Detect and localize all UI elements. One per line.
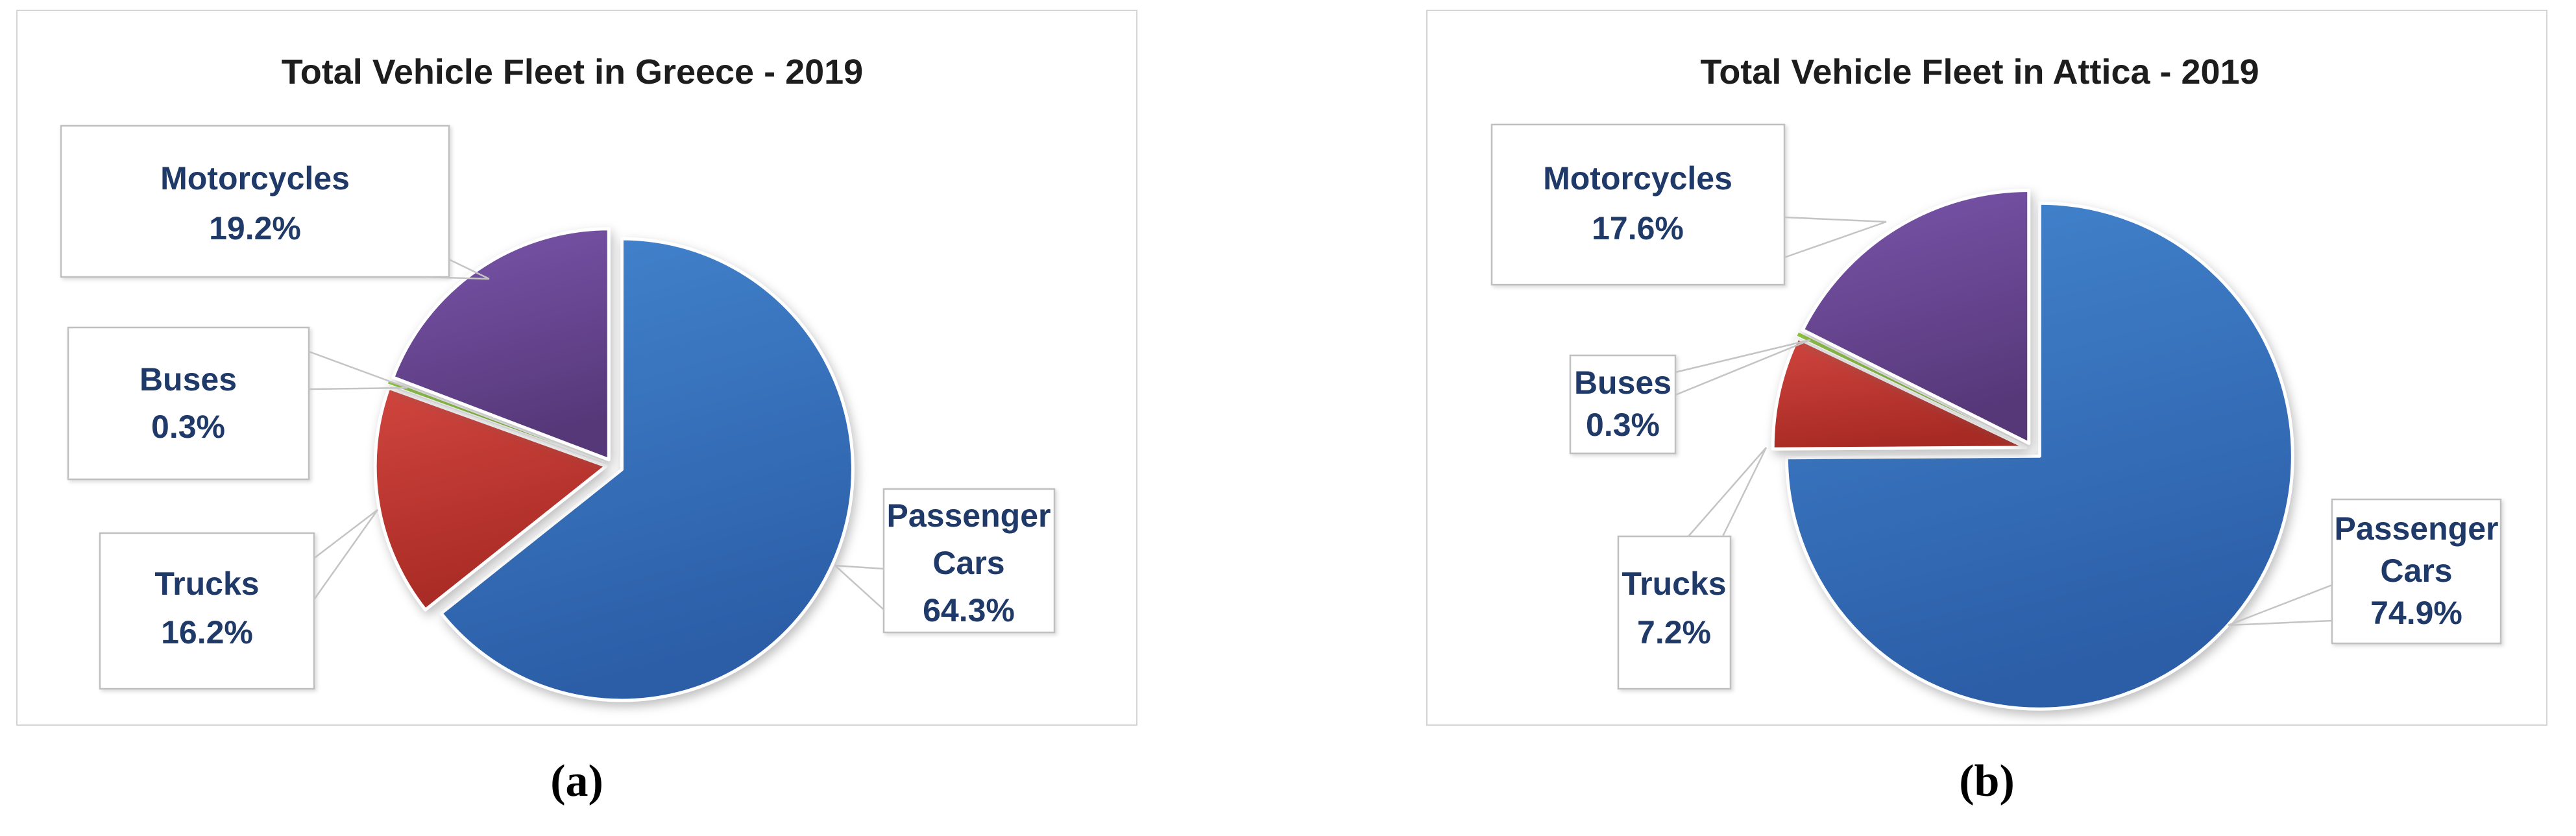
- attica-passenger-cars-callout-box: [2331, 498, 2502, 645]
- leader-line: [1675, 339, 1811, 396]
- leader-line: [314, 509, 378, 558]
- attica-trucks-value: 7.2%: [1637, 614, 1711, 651]
- attica-trucks-callout: Trucks 7.2%: [1617, 447, 1768, 690]
- greece-trucks-callout: Trucks 16.2%: [99, 509, 379, 690]
- leader-line: [2228, 584, 2333, 627]
- attica-passenger-cars-label-line1: Passenger: [2335, 510, 2499, 547]
- attica-trucks-label: Trucks: [1622, 566, 1726, 602]
- leader-line: [1784, 216, 1887, 223]
- attica-chart-panel: Total Vehicle Fleet in Attica - 2019 Mot…: [1426, 10, 2547, 726]
- pie-slice-buses: [387, 379, 605, 463]
- leader-line: [834, 565, 884, 610]
- leader-line: [308, 387, 408, 390]
- greece-passenger-cars-callout-box: [882, 488, 1056, 634]
- attica-chart-svg: Total Vehicle Fleet in Attica - 2019 Mot…: [1490, 53, 2502, 711]
- greece-buses-callout-box: [67, 326, 310, 481]
- leader-line: [448, 258, 490, 280]
- attica-passenger-cars-value: 74.9%: [2370, 595, 2462, 631]
- greece-trucks-callout-box: [99, 532, 315, 690]
- leader-line: [1784, 221, 1887, 259]
- greece-passenger-cars-label-line2: Cars: [932, 545, 1004, 581]
- pie-slice-trucks: [373, 386, 608, 612]
- greece-motorcycles-label: Motorcycles: [160, 160, 350, 197]
- attica-buses-label: Buses: [1574, 364, 1671, 401]
- attica-motorcycles-value: 17.6%: [1592, 210, 1684, 246]
- attica-passenger-cars-label-line2: Cars: [2380, 553, 2452, 589]
- attica-buses-callout-box: [1569, 354, 1677, 455]
- attica-passenger-cars-callout: Passenger Cars 74.9%: [2228, 498, 2502, 645]
- leader-line: [834, 564, 884, 570]
- leader-line: [308, 350, 408, 389]
- pie-slice-motorcycles: [391, 227, 611, 462]
- greece-motorcycles-callout: Motorcycles 19.2%: [60, 125, 490, 280]
- subfigure-caption-b: (b): [1959, 756, 2015, 806]
- greece-chart-panel: Total Vehicle Fleet in Greece - 2019 Mot…: [16, 10, 1137, 726]
- greece-passenger-cars-value: 64.3%: [923, 592, 1015, 628]
- greece-trucks-label: Trucks: [154, 566, 259, 602]
- leader-line: [313, 509, 379, 599]
- leader-line: [2228, 619, 2333, 627]
- attica-motorcycles-callout-box: [1490, 123, 1786, 286]
- pie-slice-passenger_cars: [439, 237, 855, 702]
- greece-trucks-value: 16.2%: [161, 614, 253, 651]
- pie-slice-passenger_cars: [1784, 201, 2294, 711]
- greece-buses-label: Buses: [140, 361, 237, 398]
- attica-buses-value: 0.3%: [1586, 407, 1660, 443]
- attica-motorcycles-callout: Motorcycles 17.6%: [1490, 123, 1887, 286]
- pie-slice-buses: [1795, 331, 2026, 446]
- leader-line: [1688, 447, 1767, 537]
- greece-chart-title: Total Vehicle Fleet in Greece - 2019: [282, 53, 863, 91]
- greece-pie: [373, 227, 855, 702]
- greece-buses-callout: Buses 0.3%: [67, 326, 408, 481]
- greece-chart-svg: Total Vehicle Fleet in Greece - 2019 Mot…: [60, 53, 1056, 702]
- greece-motorcycles-callout-box: [60, 125, 450, 278]
- greece-motorcycles-value: 19.2%: [209, 210, 301, 246]
- greece-passenger-cars-callout: Passenger Cars 64.3%: [834, 488, 1056, 634]
- greece-buses-value: 0.3%: [151, 409, 225, 445]
- attica-trucks-callout-box: [1617, 535, 1732, 690]
- leader-line: [421, 276, 490, 280]
- leader-line: [1721, 447, 1768, 537]
- attica-pie: [1771, 188, 2294, 711]
- pie-slice-motorcycles: [1801, 188, 2031, 445]
- subfigure-caption-a: (a): [550, 756, 603, 806]
- attica-buses-callout: Buses 0.3%: [1569, 339, 1811, 455]
- leader-line: [1675, 339, 1811, 374]
- attica-motorcycles-label: Motorcycles: [1543, 160, 1732, 197]
- greece-passenger-cars-label-line1: Passenger: [887, 497, 1051, 534]
- attica-chart-title: Total Vehicle Fleet in Attica - 2019: [1700, 53, 2259, 91]
